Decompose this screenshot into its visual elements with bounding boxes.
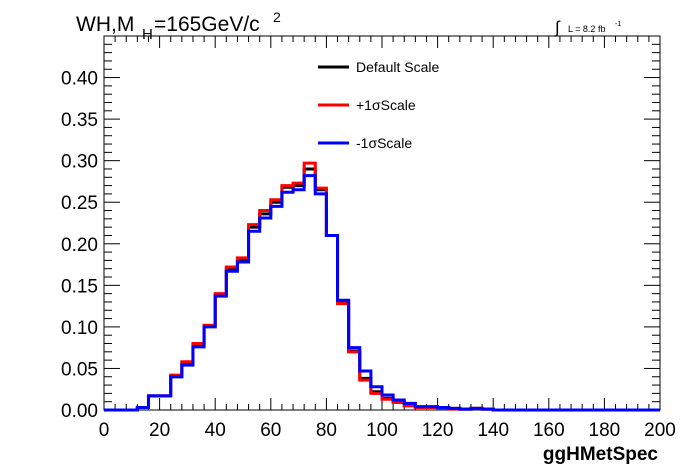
y-tick-label: 0.10 <box>61 318 98 339</box>
tick-marks <box>103 36 661 411</box>
x-tick-label: 20 <box>149 420 170 441</box>
plot-frame <box>103 35 661 411</box>
series-line-1 <box>104 161 660 412</box>
axes <box>103 35 661 411</box>
title-rest: =165GeV/c <box>154 13 260 36</box>
x-tick-label: 120 <box>422 420 454 441</box>
title-main: WH,M <box>76 13 134 36</box>
legend: Default Scale +1σScale -1σScale <box>318 59 439 151</box>
series-line-0 <box>104 167 660 412</box>
x-tick-label: 0 <box>99 420 110 441</box>
y-tick-labels: 0.00 0.05 0.10 0.15 0.20 0.25 0.30 0.35 0.40 <box>61 69 98 422</box>
x-tick-label: 140 <box>477 420 509 441</box>
y-tick-label: 0.30 <box>61 152 98 173</box>
x-tick-label: 60 <box>260 420 281 441</box>
x-tick-label: 80 <box>316 420 337 441</box>
legend-label-1: +1σScale <box>356 97 416 113</box>
y-tick-label: 0.20 <box>61 235 98 256</box>
x-tick-label: 200 <box>644 420 676 441</box>
x-axis-label: ggHMetSpec <box>543 444 659 465</box>
x-tick-labels: 0 20 40 60 80 100 120 140 160 180 200 <box>99 420 676 441</box>
legend-label-0: Default Scale <box>356 59 439 75</box>
lumi-superscript: -1 <box>615 21 621 28</box>
y-tick-label: 0.05 <box>61 359 98 380</box>
series-line-2 <box>104 174 660 412</box>
y-tick-label: 0.00 <box>61 401 98 422</box>
x-tick-label: 160 <box>533 420 565 441</box>
y-tick-label: 0.15 <box>61 276 98 297</box>
x-tick-label: 40 <box>205 420 226 441</box>
chart-title: WH,M H =165GeV/c 2 <box>76 9 281 43</box>
series-layer <box>104 161 660 412</box>
y-tick-label: 0.35 <box>61 110 98 131</box>
luminosity-label: ∫ L = 8.2 fb -1 <box>554 18 621 37</box>
y-tick-label: 0.40 <box>61 69 98 90</box>
lumi-text: L = 8.2 fb <box>568 24 605 34</box>
y-tick-label: 0.25 <box>61 193 98 214</box>
legend-label-2: -1σScale <box>356 135 412 151</box>
x-tick-label: 180 <box>589 420 621 441</box>
x-tick-label: 100 <box>366 420 398 441</box>
integral-symbol: ∫ <box>554 18 561 37</box>
title-subscript: H <box>142 26 153 43</box>
title-superscript: 2 <box>273 9 281 25</box>
